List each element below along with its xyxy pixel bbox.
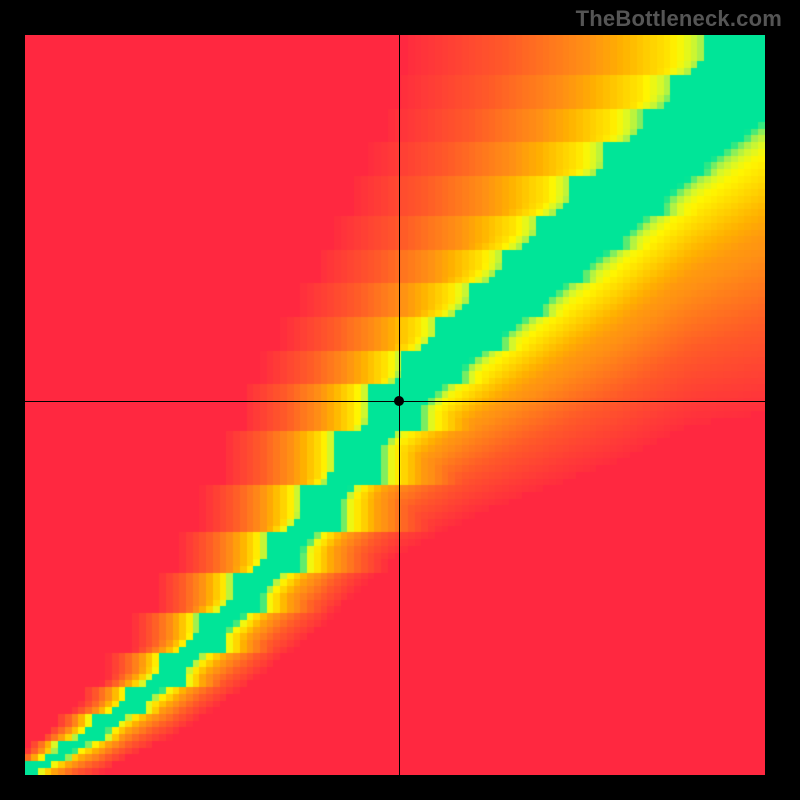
chart-container: TheBottleneck.com (0, 0, 800, 800)
watermark-text: TheBottleneck.com (576, 6, 782, 32)
crosshair-marker-dot (394, 396, 404, 406)
